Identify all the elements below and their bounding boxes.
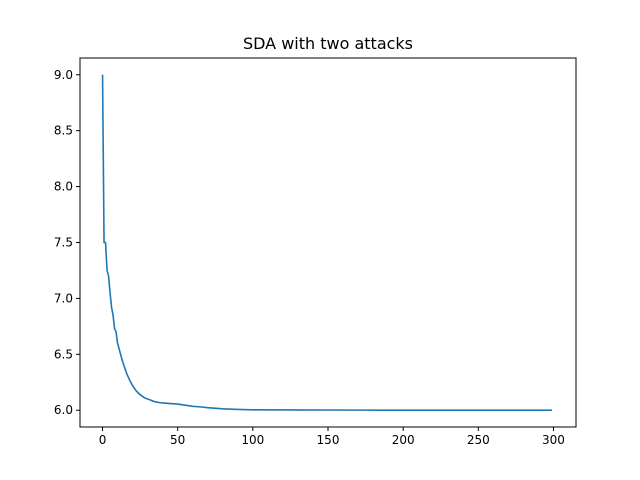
y-tick-label: 9.0 [54, 68, 73, 82]
y-tick-label: 6.0 [54, 403, 73, 417]
y-tick-label: 8.5 [54, 124, 73, 138]
x-tick-label: 250 [467, 433, 490, 447]
x-tick-label: 200 [392, 433, 415, 447]
y-tick-label: 7.5 [54, 236, 73, 250]
x-tick-label: 0 [99, 433, 107, 447]
y-tick-label: 7.0 [54, 291, 73, 305]
y-tick-label: 8.0 [54, 180, 73, 194]
x-tick-label: 100 [241, 433, 264, 447]
chart-title: SDA with two attacks [243, 34, 413, 53]
x-tick-label: 50 [170, 433, 185, 447]
x-tick-label: 150 [317, 433, 340, 447]
plot-frame [79, 57, 577, 428]
series-line-0 [101, 74, 552, 412]
y-tick-label: 6.5 [54, 347, 73, 361]
x-tick-label: 300 [542, 433, 565, 447]
